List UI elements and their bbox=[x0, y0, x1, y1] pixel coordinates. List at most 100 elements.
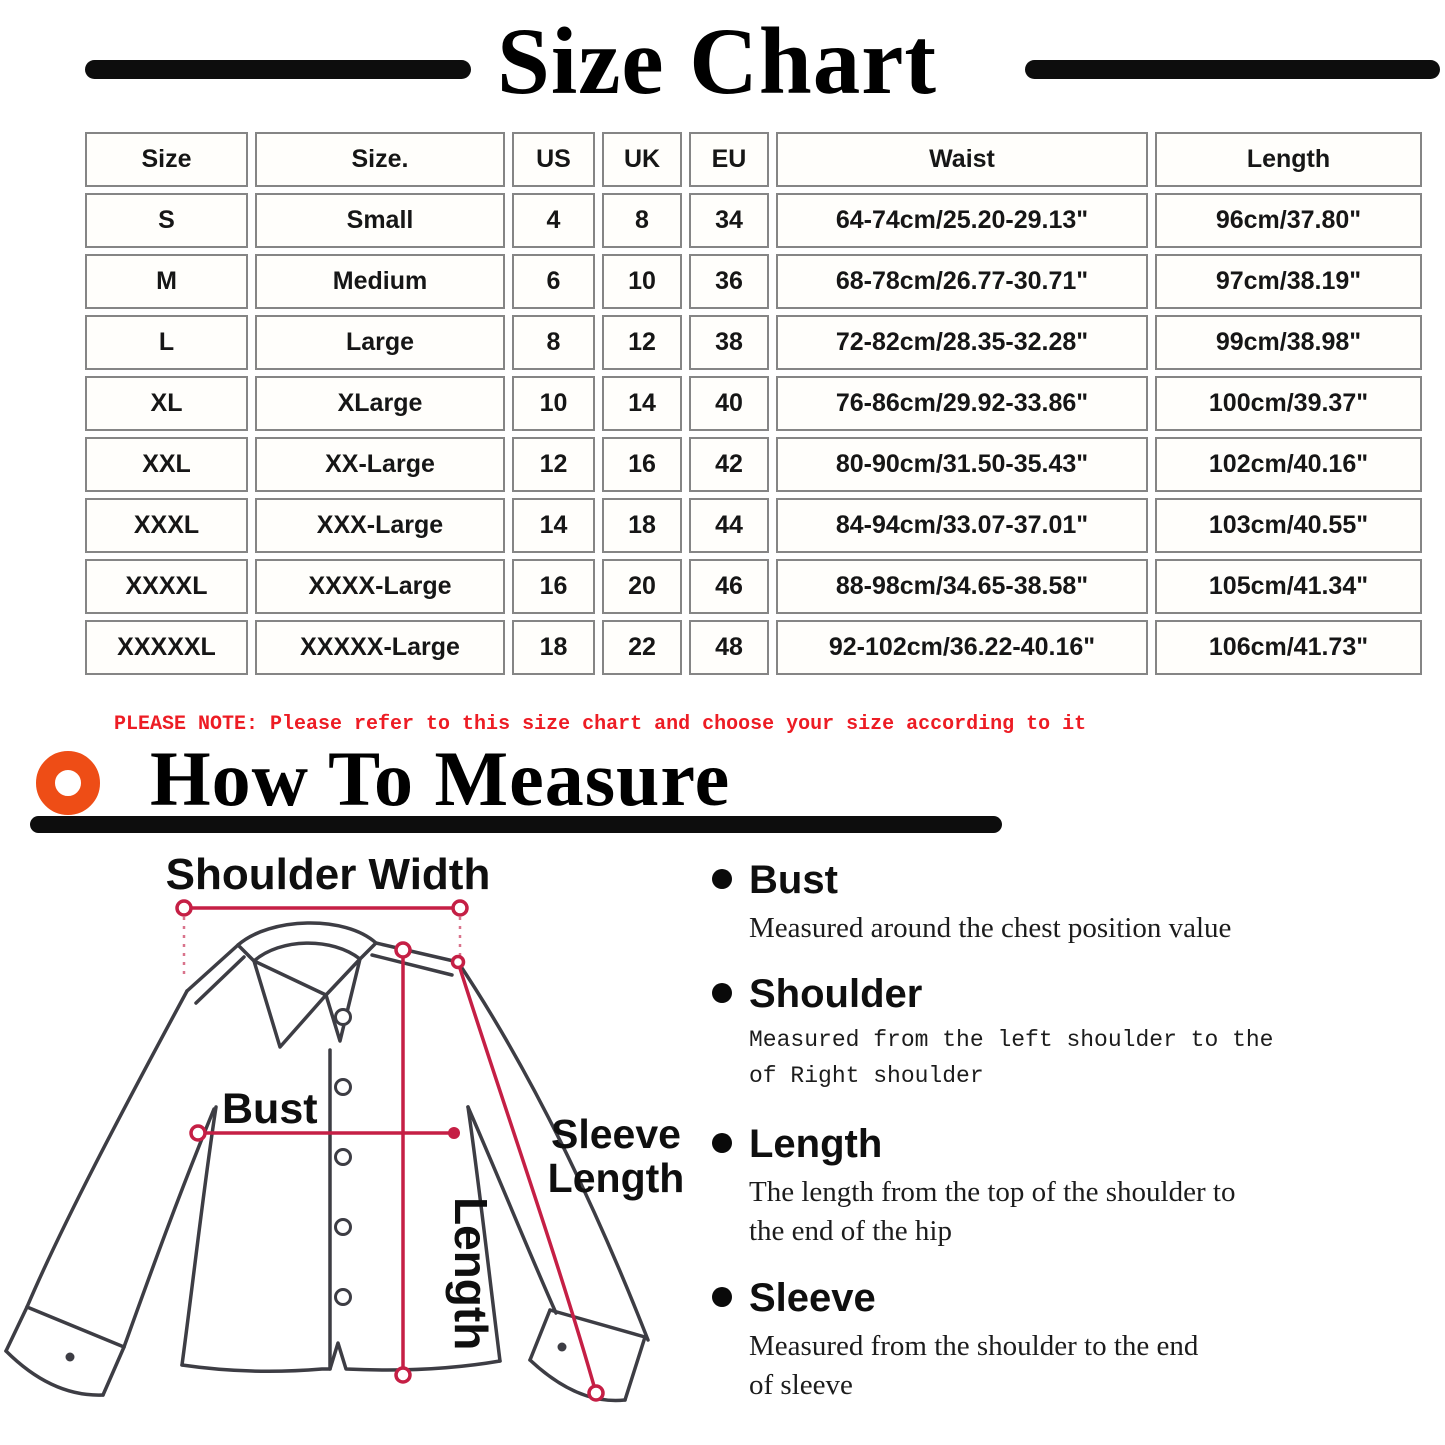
cell: XX-Large bbox=[255, 437, 505, 492]
measure-item-title: Shoulder bbox=[749, 972, 923, 1016]
cell: 40 bbox=[689, 376, 769, 431]
measure-item-desc: Measured from the shoulder to the end bbox=[749, 1330, 1199, 1362]
sleeve-length-label-line2: Length bbox=[548, 1155, 685, 1201]
cell: 10 bbox=[512, 376, 595, 431]
cell: 105cm/41.34" bbox=[1155, 559, 1422, 614]
cell: 14 bbox=[512, 498, 595, 553]
table-row: S Small 4 8 34 64-74cm/25.20-29.13" 96cm… bbox=[85, 193, 1422, 248]
cell: 84-94cm/33.07-37.01" bbox=[776, 498, 1148, 553]
cell: 10 bbox=[602, 254, 682, 309]
measure-item-desc: Measured from the left shoulder to the bbox=[749, 1027, 1274, 1053]
cell: S bbox=[85, 193, 248, 248]
cell: XXXXXL bbox=[85, 620, 248, 675]
title-divider-left bbox=[85, 60, 471, 79]
page-title: Size Chart bbox=[497, 8, 938, 114]
cell: XXXXL bbox=[85, 559, 248, 614]
cell: 44 bbox=[689, 498, 769, 553]
table-row: XXXXXL XXXXX-Large 18 22 48 92-102cm/36.… bbox=[85, 620, 1422, 675]
cell: 103cm/40.55" bbox=[1155, 498, 1422, 553]
cell: 88-98cm/34.65-38.58" bbox=[776, 559, 1148, 614]
cell: 100cm/39.37" bbox=[1155, 376, 1422, 431]
cell: 8 bbox=[602, 193, 682, 248]
col-header-size: Size bbox=[85, 132, 248, 187]
cell: 12 bbox=[602, 315, 682, 370]
cell: 46 bbox=[689, 559, 769, 614]
cell: XXXL bbox=[85, 498, 248, 553]
shirt-measure-diagram: Shoulder Width Bust Length Sleeve Length bbox=[4, 850, 685, 1403]
measure-item-bust: Bust Measured around the chest position … bbox=[712, 858, 1231, 948]
table-row: XL XLarge 10 14 40 76-86cm/29.92-33.86" … bbox=[85, 376, 1422, 431]
cell: XXL bbox=[85, 437, 248, 492]
cell: 106cm/41.73" bbox=[1155, 620, 1422, 675]
title-divider-right bbox=[1025, 60, 1440, 79]
cell: 20 bbox=[602, 559, 682, 614]
table-row: L Large 8 12 38 72-82cm/28.35-32.28" 99c… bbox=[85, 315, 1422, 370]
bullet-icon bbox=[712, 869, 732, 889]
measure-item-title: Sleeve bbox=[749, 1276, 876, 1320]
bullet-icon bbox=[712, 1133, 732, 1153]
table-row: XXXL XXX-Large 14 18 44 84-94cm/33.07-37… bbox=[85, 498, 1422, 553]
cell: Medium bbox=[255, 254, 505, 309]
cell: 18 bbox=[512, 620, 595, 675]
bullet-icon bbox=[712, 983, 732, 1003]
cell: 80-90cm/31.50-35.43" bbox=[776, 437, 1148, 492]
cell: 97cm/38.19" bbox=[1155, 254, 1422, 309]
cell: 99cm/38.98" bbox=[1155, 315, 1422, 370]
length-label: Length bbox=[445, 1197, 497, 1350]
cell: 16 bbox=[602, 437, 682, 492]
measure-item-desc: the end of the hip bbox=[749, 1214, 952, 1247]
measure-item-shoulder: Shoulder Measured from the left shoulder… bbox=[712, 972, 1274, 1094]
table-row: XXL XX-Large 12 16 42 80-90cm/31.50-35.4… bbox=[85, 437, 1422, 492]
measure-item-desc: Measured around the chest position value bbox=[749, 912, 1232, 944]
measure-item-length: Length The length from the top of the sh… bbox=[712, 1122, 1235, 1250]
col-header-eu: EU bbox=[689, 132, 769, 187]
measure-item-desc: of Right shoulder bbox=[749, 1062, 984, 1089]
cell: 96cm/37.80" bbox=[1155, 193, 1422, 248]
cell: 8 bbox=[512, 315, 595, 370]
cell: 4 bbox=[512, 193, 595, 248]
cell: XXX-Large bbox=[255, 498, 505, 553]
size-note: PLEASE NOTE: Please refer to this size c… bbox=[114, 713, 1087, 736]
cell: 14 bbox=[602, 376, 682, 431]
cell: M bbox=[85, 254, 248, 309]
cell: Small bbox=[255, 193, 505, 248]
cell: 18 bbox=[602, 498, 682, 553]
cell: 38 bbox=[689, 315, 769, 370]
col-header-size-name: Size. bbox=[255, 132, 505, 187]
cell: 16 bbox=[512, 559, 595, 614]
cell: 6 bbox=[512, 254, 595, 309]
cell: 36 bbox=[689, 254, 769, 309]
cell: 64-74cm/25.20-29.13" bbox=[776, 193, 1148, 248]
shoulder-width-label: Shoulder Width bbox=[166, 850, 491, 899]
cell: 72-82cm/28.35-32.28" bbox=[776, 315, 1148, 370]
cell: 48 bbox=[689, 620, 769, 675]
cell: 102cm/40.16" bbox=[1155, 437, 1422, 492]
table-header-row: Size Size. US UK EU Waist Length bbox=[85, 132, 1422, 187]
col-header-waist: Waist bbox=[776, 132, 1148, 187]
heading-underline-bar bbox=[30, 816, 1002, 833]
cell: Large bbox=[255, 315, 505, 370]
sleeve-length-label-line1: Sleeve bbox=[551, 1111, 681, 1157]
measure-item-title: Bust bbox=[749, 858, 838, 902]
measure-item-sleeve: Sleeve Measured from the shoulder to the… bbox=[712, 1276, 1198, 1404]
cell: L bbox=[85, 315, 248, 370]
cell: XL bbox=[85, 376, 248, 431]
bust-label: Bust bbox=[222, 1085, 318, 1133]
cell: 34 bbox=[689, 193, 769, 248]
target-circle-icon bbox=[36, 751, 100, 815]
size-table: Size Size. US UK EU Waist Length S Small… bbox=[78, 126, 1429, 681]
measure-item-desc: of sleeve bbox=[749, 1368, 853, 1401]
cell: XXXXX-Large bbox=[255, 620, 505, 675]
cell: 76-86cm/29.92-33.86" bbox=[776, 376, 1148, 431]
table-row: M Medium 6 10 36 68-78cm/26.77-30.71" 97… bbox=[85, 254, 1422, 309]
measure-item-desc: The length from the top of the shoulder … bbox=[749, 1176, 1236, 1208]
cell: 92-102cm/36.22-40.16" bbox=[776, 620, 1148, 675]
measure-item-title: Length bbox=[749, 1122, 883, 1166]
col-header-length: Length bbox=[1155, 132, 1422, 187]
col-header-us: US bbox=[512, 132, 595, 187]
cell: 12 bbox=[512, 437, 595, 492]
how-to-measure-title: How To Measure bbox=[150, 735, 731, 822]
cell: 22 bbox=[602, 620, 682, 675]
cell: XXXX-Large bbox=[255, 559, 505, 614]
